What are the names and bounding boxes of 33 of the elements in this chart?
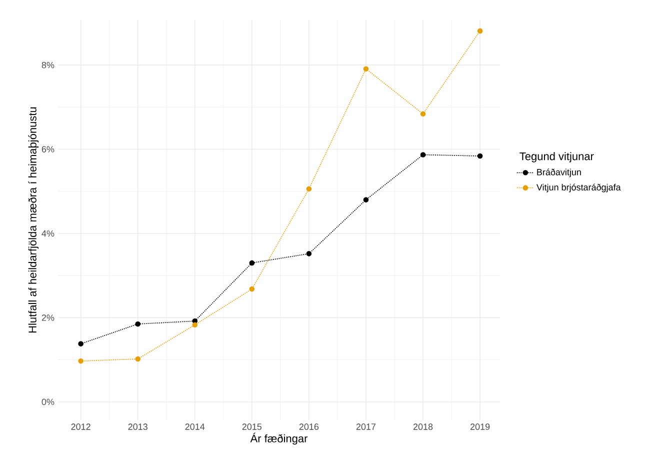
y-tick-label: 8% (42, 62, 54, 68)
point (78, 358, 84, 364)
point (249, 260, 255, 266)
point (363, 66, 369, 72)
point (420, 111, 426, 117)
x-axis-title: Ár fæðingar (250, 432, 308, 445)
point (192, 322, 198, 328)
y-axis-title: Hlutfall af heildarfjölda mæðra í heimaþjónustu (28, 107, 39, 333)
x-tick-label: 2012 (71, 424, 90, 430)
legend-label: Vitjun brjóstaráðgjafa (536, 184, 621, 192)
point (363, 197, 369, 202)
point (78, 341, 84, 346)
point (306, 186, 312, 192)
y-tick-label: 6% (42, 146, 54, 152)
point (477, 28, 483, 34)
x-tick-label: 2013 (128, 424, 148, 430)
x-tick-label: 2017 (356, 424, 376, 430)
y-tick-label: 2% (42, 314, 54, 321)
x-tick-label: 2016 (299, 424, 319, 430)
legend-label: Bráðavitjun (537, 168, 581, 178)
point (135, 321, 140, 327)
point (420, 152, 426, 158)
x-tick-label: 2014 (185, 424, 205, 430)
x-tick-label: 2019 (470, 424, 490, 430)
point (306, 251, 312, 256)
x-tick-label: 2015 (242, 424, 262, 430)
point (135, 356, 140, 362)
point (477, 153, 483, 159)
point (249, 286, 255, 292)
x-tick-label: 2018 (413, 424, 433, 430)
legend-title: Tegund vitjunar (520, 152, 594, 162)
y-tick-label: 0% (42, 398, 54, 406)
y-tick-label: 4% (42, 230, 54, 237)
